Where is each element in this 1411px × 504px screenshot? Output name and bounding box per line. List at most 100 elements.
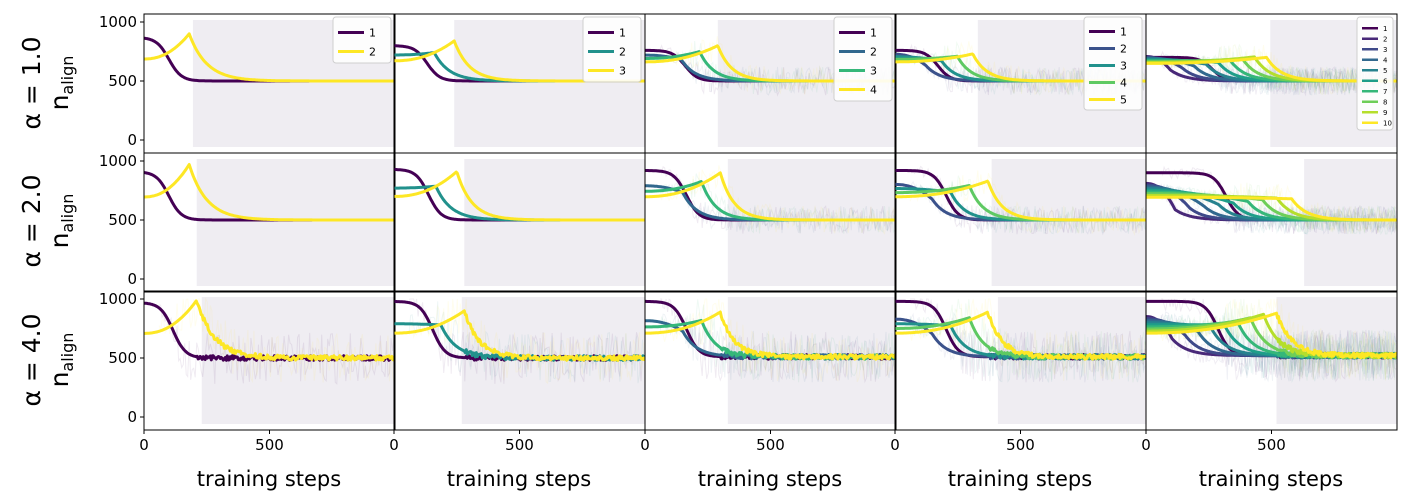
series-2-noise (660, 183, 896, 235)
series-4-noise (659, 165, 896, 235)
legend-label-2: 2 (870, 45, 877, 58)
series-3-noise (1160, 183, 1397, 235)
x-tick-label: 500 (255, 436, 284, 454)
xlabel-col-3: training steps (698, 467, 842, 491)
x-tick-label: 0 (640, 436, 650, 454)
plot-area (394, 159, 645, 286)
legend-label-2: 2 (369, 45, 376, 58)
plot-area (394, 297, 645, 424)
panel-r2-c1: 0 500 1000 (99, 152, 396, 293)
series-10-noise (1160, 298, 1397, 379)
panel-r1-c5: 1 2 3 4 5 6 7 8 9 10 (1145, 13, 1398, 154)
xlabel-col-1: training steps (197, 467, 341, 491)
series-line-4 (645, 171, 896, 222)
y-tick-label: 500 (108, 349, 137, 367)
ylabel-row-3: nalign (45, 333, 77, 388)
series-5-noise (1160, 183, 1397, 236)
legend-label-2: 2 (1120, 42, 1127, 55)
series-line-4 (645, 310, 896, 361)
plot-area (645, 159, 896, 286)
legend-label-6: 6 (1383, 77, 1388, 85)
x-tick-label: 500 (1257, 436, 1286, 454)
legend-label-1: 1 (870, 26, 877, 39)
x-tick-label: 0 (139, 436, 149, 454)
plot-area (144, 297, 395, 424)
panel-r1-c1: 0 500 1000 1 2 (99, 13, 396, 154)
plot-area (1146, 159, 1397, 286)
legend-label-3: 3 (1120, 59, 1127, 72)
series-3-noise (659, 299, 896, 383)
series-line-5 (895, 310, 1146, 361)
ylabel-row-1: nalign (45, 56, 77, 111)
series-line-10 (1146, 195, 1397, 222)
plot-area (144, 159, 395, 286)
y-tick-label: 500 (108, 211, 137, 229)
legend-label-5: 5 (1120, 93, 1127, 106)
legend-label-8: 8 (1383, 98, 1387, 106)
panel-r2-c3 (644, 152, 897, 293)
y-tick-label: 1000 (99, 290, 137, 308)
panel-r2-c2 (393, 152, 646, 293)
series-line-5 (895, 179, 1146, 222)
series-1-noise (158, 304, 395, 385)
plot-area (1146, 297, 1397, 424)
legend-label-4: 4 (870, 83, 877, 96)
legend-label-2: 2 (619, 45, 626, 58)
series-2-noise (659, 313, 896, 383)
series-2-noise (408, 301, 645, 384)
legend-label-3: 3 (870, 64, 877, 77)
panel-r1-c2: 1 2 3 (393, 13, 646, 154)
y-tick-label: 0 (127, 131, 137, 149)
axes-frame (644, 152, 897, 293)
y-tick-label: 1000 (99, 13, 137, 31)
series-line-2 (144, 163, 395, 222)
xlabel-col-4: training steps (948, 467, 1092, 491)
xlabel-col-5: training steps (1199, 467, 1343, 491)
panel-r2-c5 (1145, 152, 1398, 293)
plot-area (895, 159, 1146, 286)
panel-r3-c3: 0 500 (640, 290, 897, 454)
shaded-region (991, 159, 1146, 286)
legend-label-10: 10 (1383, 119, 1392, 127)
panel-r3-c2: 0 500 (389, 290, 646, 454)
panel-r1-c3: 1 2 3 4 (644, 13, 897, 154)
legend-label-1: 1 (1383, 25, 1387, 33)
panel-r1-c4: 1 2 3 4 5 (894, 13, 1147, 154)
legend-label-2: 2 (1383, 35, 1387, 43)
legend: 1 2 3 4 (833, 16, 893, 102)
series-4-noise (910, 175, 1146, 234)
series-4-noise (909, 298, 1146, 383)
legend-label-5: 5 (1383, 67, 1387, 75)
legend-label-1: 1 (369, 26, 376, 39)
series-2-noise (909, 180, 1146, 236)
series-line-2 (144, 32, 395, 83)
shaded-region (464, 159, 645, 286)
row-label-alpha-1: α = 1.0 (17, 36, 46, 129)
legend-label-3: 3 (619, 64, 626, 77)
panel-r3-c1: 0 500 1000 0 500 (99, 290, 396, 454)
row-label-alpha-2: α = 2.0 (17, 174, 46, 267)
x-tick-label: 0 (389, 436, 399, 454)
xlabel-col-2: training steps (447, 467, 591, 491)
legend: 1 2 3 (582, 16, 642, 83)
legend-label-1: 1 (619, 26, 626, 39)
y-axis-labels: nalign nalign nalign (45, 56, 77, 388)
legend-label-9: 9 (1383, 109, 1387, 117)
series-2-noise (158, 297, 395, 384)
y-tick-label: 500 (108, 72, 137, 90)
legend-box (1083, 16, 1143, 111)
series-2-noise (909, 312, 1146, 383)
panel-r3-c4: 0 500 (890, 290, 1147, 454)
legend-label-1: 1 (1120, 25, 1127, 38)
x-tick-label: 500 (1006, 436, 1035, 454)
axes-frame (143, 152, 396, 293)
y-tick-label: 0 (127, 408, 137, 426)
series-3-noise (1160, 311, 1397, 382)
shaded-region (727, 159, 896, 286)
y-tick-label: 1000 (99, 152, 137, 170)
row-label-alpha-4: α = 4.0 (17, 313, 46, 406)
legend-label-4: 4 (1120, 76, 1127, 89)
legend-box (582, 16, 642, 83)
plot-area (895, 297, 1146, 424)
